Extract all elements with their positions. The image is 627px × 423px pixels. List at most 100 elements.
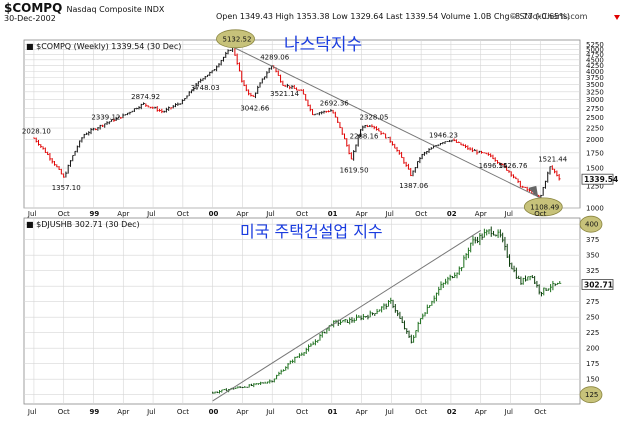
trendline xyxy=(212,229,481,402)
last-value-box xyxy=(581,279,614,290)
y-tick-label: 2250 xyxy=(586,125,604,133)
x-tick-label: Apr xyxy=(475,210,487,218)
data-label: 5132.52 xyxy=(223,35,252,43)
y-tick-label: 1000 xyxy=(586,205,604,213)
x-tick-label: Oct xyxy=(534,408,546,416)
chart-title-homebuilders: 미국 주택건설업 지수 xyxy=(240,222,383,241)
data-label: 1946.23 xyxy=(429,131,458,139)
x-tick-label: Oct xyxy=(415,408,427,416)
x-tick-label: Jul xyxy=(504,408,514,416)
y-tick-label: 3000 xyxy=(586,96,604,104)
brand-label: © StockCharts.com xyxy=(509,12,588,21)
x-tick-label: Jul xyxy=(27,210,37,218)
data-label: 2874.92 xyxy=(131,93,160,101)
x-tick-label: Oct xyxy=(296,408,308,416)
y-tick-label: 2500 xyxy=(586,114,604,122)
x-tick-label: 00 xyxy=(209,210,219,218)
data-label: 1426.76 xyxy=(499,162,528,170)
y-tick-label: 150 xyxy=(586,376,599,384)
y-tick-label: 3750 xyxy=(586,74,604,82)
y-tick-label: 2000 xyxy=(586,136,604,144)
x-tick-label: Oct xyxy=(177,210,189,218)
y-tick-label: 375 xyxy=(586,236,599,244)
x-tick-label: Jul xyxy=(384,210,394,218)
data-label: 3521.14 xyxy=(270,90,299,98)
x-tick-label: Apr xyxy=(236,408,248,416)
x-tick-label: Jul xyxy=(146,210,156,218)
trend-arrowhead xyxy=(528,185,539,198)
highlight-ellipse xyxy=(216,29,255,49)
y-tick-label: 175 xyxy=(586,360,599,368)
data-label: 4289.06 xyxy=(260,54,289,62)
x-tick-label: 02 xyxy=(447,408,457,416)
y-tick-label: 1750 xyxy=(586,149,604,157)
data-label: 1521.44 xyxy=(538,156,567,164)
down-arrow-icon xyxy=(614,15,620,20)
last-value-label: 1339.54 xyxy=(584,175,618,184)
y-tick-label: 3250 xyxy=(586,88,604,96)
y-tick-label: 200 xyxy=(586,345,599,353)
y-tick-label: 1250 xyxy=(586,183,604,191)
x-tick-label: Oct xyxy=(534,210,546,218)
x-tick-label: Apr xyxy=(117,408,129,416)
highlight-ellipse xyxy=(579,386,603,404)
y-tick-label: 3500 xyxy=(586,81,604,89)
data-label: 2339.12 xyxy=(91,113,120,121)
symbol-title: $COMPQ Nasdaq Composite INDX xyxy=(4,1,164,15)
data-label: 3748.03 xyxy=(191,84,220,92)
x-tick-label: Jul xyxy=(265,408,275,416)
quote-line: Open 1349.43 High 1353.38 Low 1329.64 La… xyxy=(216,12,570,21)
x-tick-label: 99 xyxy=(90,408,100,416)
x-tick-label: 99 xyxy=(90,210,100,218)
data-label: 1387.06 xyxy=(399,182,428,190)
y-tick-label: 4750 xyxy=(586,51,604,59)
highlight-label: 125 xyxy=(585,391,598,399)
y-tick-label: 275 xyxy=(586,298,599,306)
y-tick-label: 2750 xyxy=(586,105,604,113)
quote-date: 30-Dec-2002 xyxy=(4,14,56,23)
x-tick-label: Jul xyxy=(384,408,394,416)
chart-title-nasdaq: 나스닥지수 xyxy=(284,35,362,55)
y-tick-label: 4500 xyxy=(586,56,604,64)
data-label: 2692.36 xyxy=(320,99,349,107)
y-tick-label: 1500 xyxy=(586,165,604,173)
x-tick-label: Apr xyxy=(117,210,129,218)
data-label: 2328.05 xyxy=(360,114,389,122)
x-tick-label: Apr xyxy=(356,408,368,416)
last-value-box xyxy=(581,173,614,185)
symbol-name: $COMPQ xyxy=(4,1,63,15)
x-tick-label: Jul xyxy=(27,408,37,416)
x-tick-label: Oct xyxy=(58,210,70,218)
x-tick-label: 01 xyxy=(328,408,338,416)
x-tick-label: Oct xyxy=(415,210,427,218)
last-value-label: 302.71 xyxy=(584,281,613,290)
x-tick-label: 00 xyxy=(209,408,219,416)
y-tick-label: 225 xyxy=(586,329,599,337)
x-tick-label: 02 xyxy=(447,210,457,218)
data-label: 1696.55 xyxy=(479,162,508,170)
x-tick-label: Oct xyxy=(177,408,189,416)
highlight-label: 400 xyxy=(585,221,598,229)
x-tick-label: Jul xyxy=(146,408,156,416)
trendline xyxy=(232,46,541,199)
data-label: 3042.66 xyxy=(240,104,269,112)
data-label: 1108.49 xyxy=(530,203,559,211)
symbol-description: Nasdaq Composite INDX xyxy=(66,5,165,14)
y-tick-label: 4250 xyxy=(586,62,604,70)
series-legend: ■ $COMPQ (Weekly) 1339.54 (30 Dec) xyxy=(26,42,181,51)
x-tick-label: Jul xyxy=(504,210,514,218)
y-tick-label: 4000 xyxy=(586,68,604,76)
data-label: 1619.50 xyxy=(340,166,369,174)
series-legend: ■ $DJUSHB 302.71 (30 Dec) xyxy=(26,220,140,229)
y-tick-label: 5000 xyxy=(586,46,604,54)
data-label: 2288.16 xyxy=(350,132,379,140)
x-tick-label: Oct xyxy=(58,408,70,416)
data-label: 2028.10 xyxy=(22,127,51,135)
x-tick-label: 01 xyxy=(328,210,338,218)
y-tick-label: 5250 xyxy=(586,41,604,49)
y-tick-label: 350 xyxy=(586,252,599,260)
x-tick-label: Apr xyxy=(475,408,487,416)
x-tick-label: Oct xyxy=(296,210,308,218)
x-tick-label: Jul xyxy=(265,210,275,218)
